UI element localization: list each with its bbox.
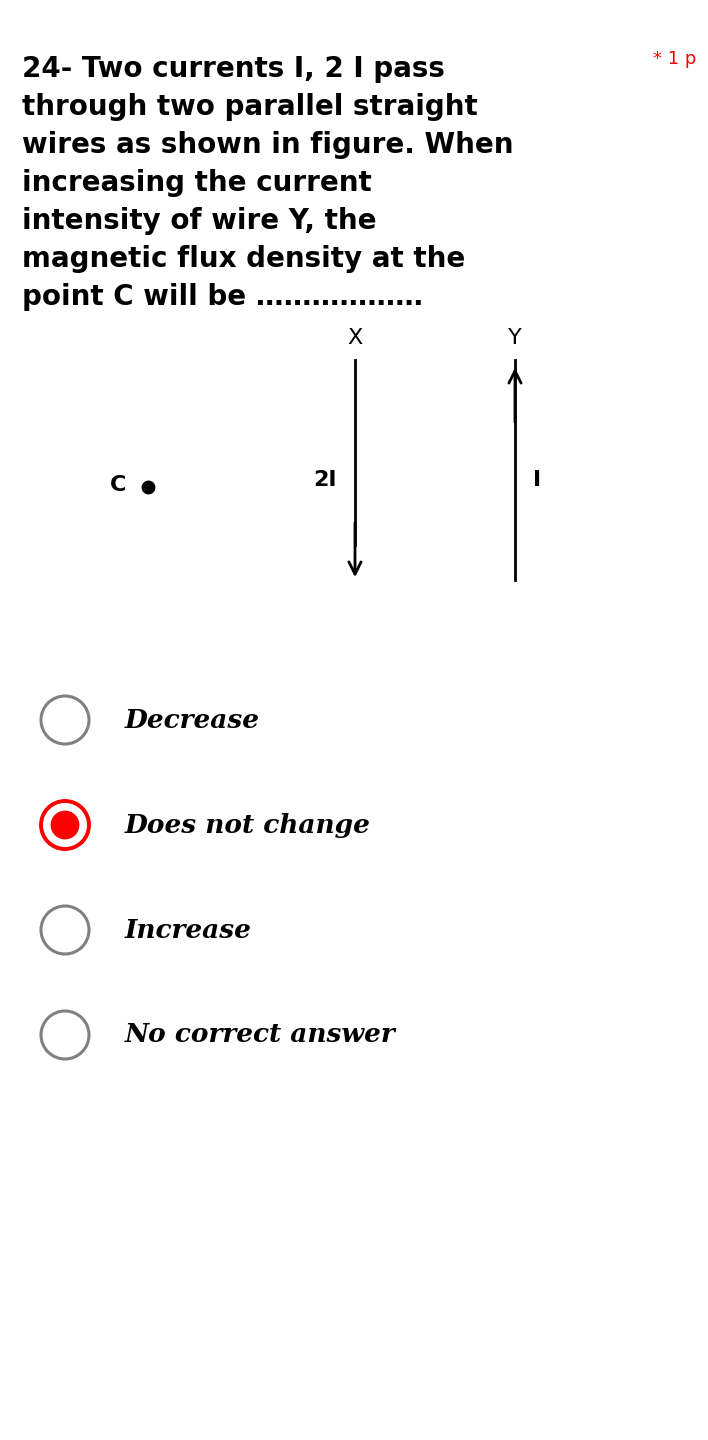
Text: 2I: 2I — [314, 469, 337, 490]
Text: point C will be ………………: point C will be ……………… — [22, 284, 423, 311]
Text: 24- Two currents I, 2 I pass: 24- Two currents I, 2 I pass — [22, 55, 445, 84]
Text: intensity of wire Y, the: intensity of wire Y, the — [22, 207, 377, 235]
Ellipse shape — [50, 811, 79, 840]
Text: wires as shown in figure. When: wires as shown in figure. When — [22, 131, 513, 158]
Ellipse shape — [41, 906, 89, 955]
Text: Increase: Increase — [125, 917, 252, 943]
Text: * 1 p: * 1 p — [653, 50, 697, 68]
Text: X: X — [348, 328, 362, 348]
Text: I: I — [533, 469, 541, 490]
Ellipse shape — [41, 696, 89, 744]
Text: Y: Y — [508, 328, 522, 348]
Text: through two parallel straight: through two parallel straight — [22, 94, 478, 121]
Ellipse shape — [41, 801, 89, 850]
Text: magnetic flux density at the: magnetic flux density at the — [22, 245, 465, 274]
Text: Does not change: Does not change — [125, 812, 371, 838]
Ellipse shape — [41, 1011, 89, 1058]
Text: No correct answer: No correct answer — [125, 1022, 396, 1047]
Text: C: C — [110, 475, 126, 495]
Text: increasing the current: increasing the current — [22, 168, 372, 197]
Text: Decrease: Decrease — [125, 707, 260, 733]
